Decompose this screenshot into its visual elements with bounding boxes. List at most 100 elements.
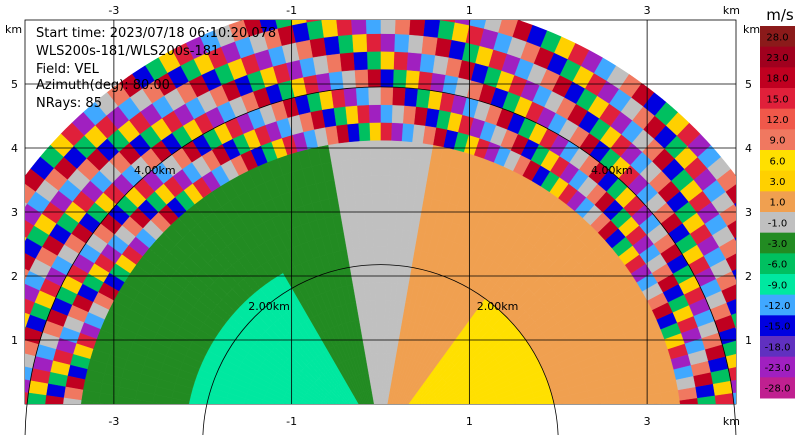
y-tick-label-left: 3	[11, 206, 18, 219]
colorbar-label: 12.0	[766, 115, 788, 126]
velocity-cell	[44, 395, 64, 404]
colorbar-swatch	[760, 212, 795, 234]
velocity-cell	[384, 407, 388, 425]
velocity-cell	[380, 353, 384, 372]
velocity-cell	[593, 418, 611, 427]
velocity-cell	[449, 418, 467, 425]
velocity-cell	[325, 53, 342, 73]
velocity-cell	[485, 417, 503, 424]
velocity-cell	[336, 411, 351, 422]
velocity-cell	[391, 104, 405, 124]
velocity-cell	[504, 423, 522, 430]
velocity-cell	[447, 412, 465, 420]
velocity-cell	[354, 69, 369, 88]
velocity-cell	[381, 426, 389, 435]
velocity-cell	[403, 87, 418, 107]
velocity-cell	[432, 423, 450, 430]
velocity-cell	[369, 122, 381, 141]
velocity-cell	[368, 104, 381, 123]
velocity-cell	[374, 264, 381, 283]
velocity-cell	[221, 420, 239, 427]
velocity-cell	[361, 175, 373, 195]
velocity-cell	[483, 20, 504, 33]
grid	[25, 20, 736, 404]
velocity-cell	[771, 414, 789, 429]
velocity-cell	[380, 20, 396, 35]
velocity-cell	[381, 425, 385, 435]
velocity-cell	[499, 402, 519, 404]
velocity-cell	[377, 407, 379, 425]
velocity-cell	[360, 157, 372, 177]
velocity-cell	[205, 405, 224, 414]
colorbar[interactable]: m/s 28.0 23.0 18.0 15.0 12.0 9.0 6.0 3.0 1.0 -1.0 -…	[760, 6, 795, 399]
velocity-cell	[390, 412, 400, 427]
velocity-cell	[593, 426, 611, 435]
x-tick-label-top: 3	[644, 4, 651, 17]
velocity-cell	[609, 408, 628, 418]
velocity-cell	[379, 425, 381, 435]
velocity-cell	[373, 426, 380, 435]
velocity-cell	[352, 420, 366, 432]
velocity-cell	[431, 420, 449, 427]
velocity-cell	[168, 413, 187, 422]
velocity-cell	[381, 425, 382, 435]
velocity-cell	[397, 428, 414, 435]
velocity-cell	[353, 419, 367, 431]
range-ring-label: 4.00km	[134, 164, 176, 177]
velocity-cell	[387, 409, 394, 426]
velocity-cell	[381, 425, 386, 435]
velocity-cell	[258, 417, 276, 424]
velocity-cell	[319, 405, 335, 416]
velocity-cell	[381, 430, 394, 435]
velocity-cell	[771, 428, 789, 435]
velocity-cell	[388, 410, 397, 426]
velocity-cell	[788, 413, 800, 428]
velocity-cell	[26, 405, 45, 419]
velocity-cell	[483, 408, 501, 416]
velocity-cell	[446, 409, 464, 418]
velocity-cell	[381, 425, 387, 435]
velocity-cell	[370, 428, 380, 435]
velocity-cell	[328, 429, 346, 435]
velocity-cell	[454, 20, 474, 26]
velocity-cell	[368, 429, 380, 435]
range-ring-label: 2.00km	[248, 300, 290, 313]
velocity-cell	[372, 408, 377, 426]
velocity-cell	[437, 20, 455, 41]
velocity-cell	[330, 424, 347, 431]
velocity-cell	[521, 420, 539, 427]
velocity-cell	[753, 415, 771, 429]
velocity-cell	[415, 431, 433, 435]
velocity-cell	[351, 33, 368, 53]
velocity-cell	[328, 431, 346, 435]
velocity-cell	[44, 407, 63, 420]
velocity-cell	[357, 122, 371, 142]
velocity-cell	[168, 420, 186, 429]
velocity-cell	[348, 427, 365, 435]
velocity-cell	[699, 407, 718, 420]
velocity-cell	[314, 416, 331, 424]
velocity-cell	[298, 406, 315, 416]
velocity-cell	[644, 402, 664, 404]
velocity-cell	[366, 33, 381, 52]
velocity-cell	[413, 421, 430, 429]
x-tick-label-bottom: -1	[286, 415, 297, 428]
colorbar-swatch	[760, 294, 795, 316]
colorbar-label: -1.0	[768, 218, 788, 229]
velocity-cell	[734, 228, 736, 251]
velocity-cell	[381, 0, 397, 16]
velocity-cell	[409, 411, 424, 422]
velocity-cell	[380, 335, 385, 354]
velocity-cell	[362, 412, 372, 428]
velocity-cell	[522, 426, 540, 433]
velocity-cell	[444, 403, 462, 404]
velocity-cell	[503, 418, 521, 425]
velocity-cell	[0, 415, 8, 429]
velocity-cell	[410, 0, 427, 18]
velocity-cell	[331, 421, 348, 429]
velocity-cell	[256, 429, 274, 435]
velocity-cell	[354, 418, 368, 431]
velocity-cell	[388, 410, 396, 427]
velocity-cell	[518, 403, 538, 404]
